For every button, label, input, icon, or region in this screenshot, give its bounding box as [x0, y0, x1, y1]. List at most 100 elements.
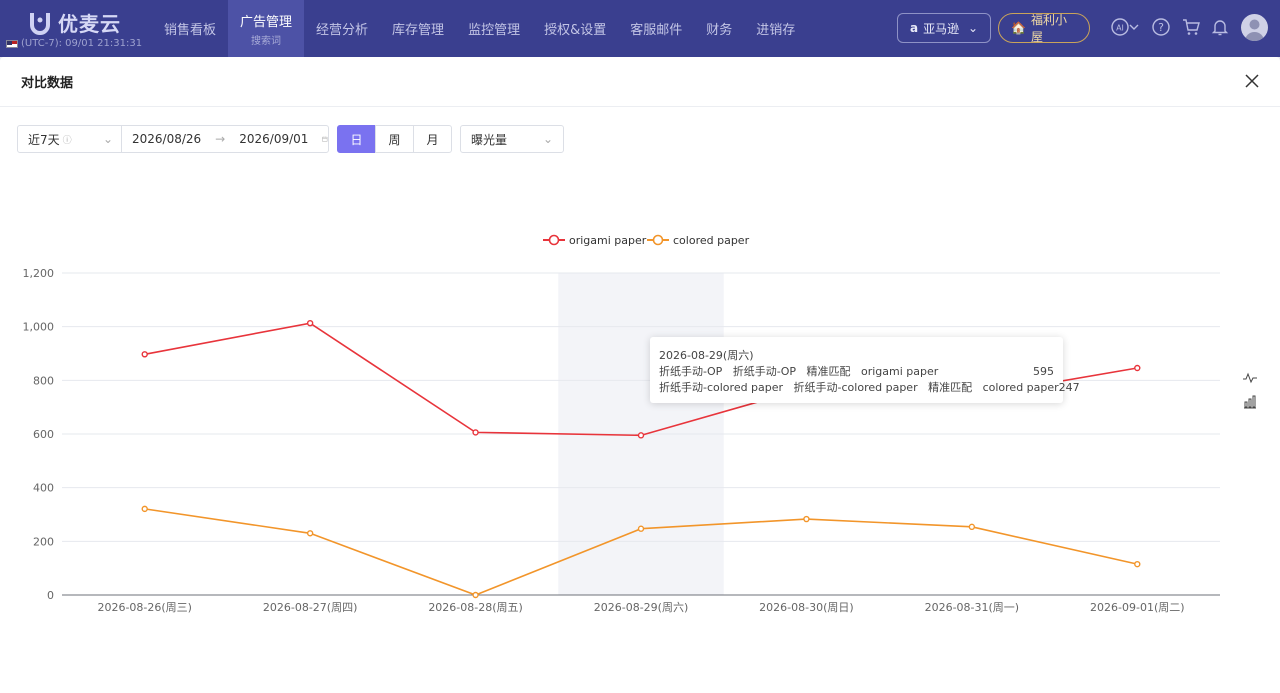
y-tick-label: 800: [33, 374, 54, 387]
nav-ad-management[interactable]: 广告管理 搜索词: [228, 0, 305, 57]
cart-icon[interactable]: [1181, 17, 1201, 37]
bell-icon[interactable]: [1210, 17, 1230, 37]
nav-label: 财务: [706, 23, 733, 38]
nav-label: 销售看板: [164, 23, 217, 38]
legend-marker: [652, 234, 664, 246]
chevron-down-icon: ⌄: [102, 132, 113, 146]
granularity-toggle: 日 周 月: [337, 125, 452, 153]
calendar-icon: [322, 136, 328, 142]
granularity-day-button[interactable]: 日: [337, 125, 376, 153]
x-tick-label: 2026-08-27(周四): [263, 601, 358, 614]
nav-support-email[interactable]: 客服邮件: [618, 0, 694, 57]
x-tick-label: 2026-08-31(周一): [925, 601, 1020, 614]
legend-label: colored paper: [673, 234, 750, 247]
data-point: [472, 591, 479, 599]
marketplace-label: 亚马逊: [923, 21, 960, 36]
line-chart-icon[interactable]: [1243, 371, 1257, 385]
us-flag-icon: [6, 39, 18, 48]
chevron-down-icon[interactable]: [1128, 17, 1140, 37]
welfare-label: 福利小屋: [1030, 13, 1067, 44]
x-tick-label: 2026-08-28(周五): [428, 601, 523, 614]
timezone-clock: (UTC-7): 09/01 21:31:31: [6, 38, 142, 49]
nav-inventory[interactable]: 库存管理: [380, 0, 456, 57]
data-point: [968, 523, 976, 531]
nav-label: 客服邮件: [630, 23, 683, 38]
data-point: [306, 319, 314, 327]
house-icon: 🏠: [1011, 21, 1026, 35]
legend-marker: [548, 234, 560, 246]
nav-label: 进销存: [756, 23, 796, 38]
y-tick-label: 600: [33, 428, 54, 441]
period-label: 近7天: [28, 132, 60, 147]
y-tick-label: 1,200: [23, 267, 55, 280]
bar-chart-icon[interactable]: [1243, 395, 1257, 409]
ai-assistant-icon[interactable]: AI: [1110, 17, 1130, 37]
arrow-right-icon: →: [215, 132, 226, 146]
tooltip-title-row: 2026-08-29(周六): [659, 347, 1054, 363]
tooltip-row: 折纸手动-OP 折纸手动-OP 精准匹配 origami paper 595: [659, 363, 1054, 379]
nav-label: 广告管理: [240, 14, 293, 30]
nav-label: 授权&设置: [544, 23, 607, 38]
nav-sub-label: 搜索词: [251, 35, 282, 47]
svg-text:?: ?: [1158, 21, 1164, 34]
nav-business-analysis[interactable]: 经营分析: [304, 0, 380, 57]
legend-label: origami paper: [569, 234, 647, 247]
nav-label: 监控管理: [468, 23, 521, 38]
clock-text: (UTC-7): 09/01 21:31:31: [21, 38, 143, 49]
main-nav: 销售看板 广告管理搜索词 经营分析 库存管理 监控管理 授权&设置 客服邮件 财…: [152, 0, 807, 57]
modal-header: 对比数据: [0, 57, 1280, 107]
chevron-down-icon: ⌄: [967, 21, 978, 35]
start-date: 2026/08/26: [132, 132, 202, 146]
compare-data-modal: 对比数据 近7天 ⓘ ⌄ 2026/08/26 → 2026/09/01 日 周…: [0, 57, 1280, 693]
date-range-picker[interactable]: 2026/08/26 → 2026/09/01: [121, 125, 329, 153]
help-icon[interactable]: ?: [1151, 17, 1171, 37]
filter-bar: 近7天 ⓘ ⌄ 2026/08/26 → 2026/09/01 日 周 月 曝光…: [17, 125, 564, 153]
chart-tooltip: 2026-08-29(周六) 折纸手动-OP 折纸手动-OP 精准匹配 orig…: [650, 337, 1080, 403]
data-point: [306, 530, 314, 537]
brand-logo[interactable]: 优麦云: [30, 8, 121, 37]
metric-select[interactable]: 曝光量 ⌄: [460, 125, 564, 153]
marketplace-selector[interactable]: a 亚马逊 ⌄: [897, 13, 991, 43]
y-tick-label: 200: [33, 535, 54, 548]
modal-title: 对比数据: [21, 76, 74, 91]
tooltip-row-value: 595: [1033, 364, 1054, 378]
tooltip-row-value: 247: [1058, 380, 1080, 394]
data-point: [637, 525, 645, 532]
data-point: [637, 432, 645, 439]
y-tick-label: 0: [47, 589, 54, 602]
tooltip-row-label: 折纸手动-colored paper 折纸手动-colored paper 精准…: [659, 381, 1059, 394]
nav-label: 经营分析: [316, 23, 369, 38]
nav-purchase-sales-stock[interactable]: 进销存: [744, 0, 807, 57]
welfare-button[interactable]: 🏠 福利小屋: [998, 13, 1090, 44]
x-tick-label: 2026-08-30(周日): [759, 601, 854, 614]
logo-mark-icon: [30, 12, 50, 35]
nav-monitoring[interactable]: 监控管理: [456, 0, 532, 57]
nav-sales-dashboard[interactable]: 销售看板: [152, 0, 228, 57]
x-tick-label: 2026-09-01(周二): [1090, 601, 1185, 614]
amazon-icon: a: [910, 21, 919, 35]
nav-label: 库存管理: [392, 23, 445, 38]
data-point: [141, 351, 148, 358]
y-tick-label: 1,000: [23, 321, 55, 334]
close-icon[interactable]: [1244, 73, 1260, 89]
top-navigation-bar: 优麦云 (UTC-7): 09/01 21:31:31 销售看板 广告管理搜索词…: [0, 0, 1280, 57]
granularity-month-button[interactable]: 月: [413, 125, 452, 153]
nav-auth-settings[interactable]: 授权&设置: [532, 0, 618, 57]
user-avatar[interactable]: [1241, 14, 1268, 41]
tooltip-row-label: 折纸手动-OP 折纸手动-OP 精准匹配 origami paper: [659, 365, 939, 378]
tooltip-title: 2026-08-29(周六): [659, 349, 754, 362]
data-point: [141, 505, 148, 513]
data-point: [472, 429, 479, 436]
brand-name: 优麦云: [58, 12, 121, 36]
x-tick-label: 2026-08-29(周六): [594, 601, 689, 614]
tooltip-row: 折纸手动-colored paper 折纸手动-colored paper 精准…: [659, 379, 1080, 395]
svg-text:AI: AI: [1116, 24, 1124, 33]
user-avatar-icon: [1245, 19, 1264, 41]
metric-label: 曝光量: [471, 132, 508, 147]
nav-finance[interactable]: 财务: [694, 0, 744, 57]
data-point: [803, 515, 810, 523]
comparison-line-chart: 0 200 400 600 800 1,000 1,200 2026-08-26(周三) 202…: [23, 234, 1220, 614]
y-tick-label: 400: [33, 482, 54, 495]
data-point: [1134, 560, 1141, 568]
chevron-down-icon: ⌄: [542, 132, 553, 146]
